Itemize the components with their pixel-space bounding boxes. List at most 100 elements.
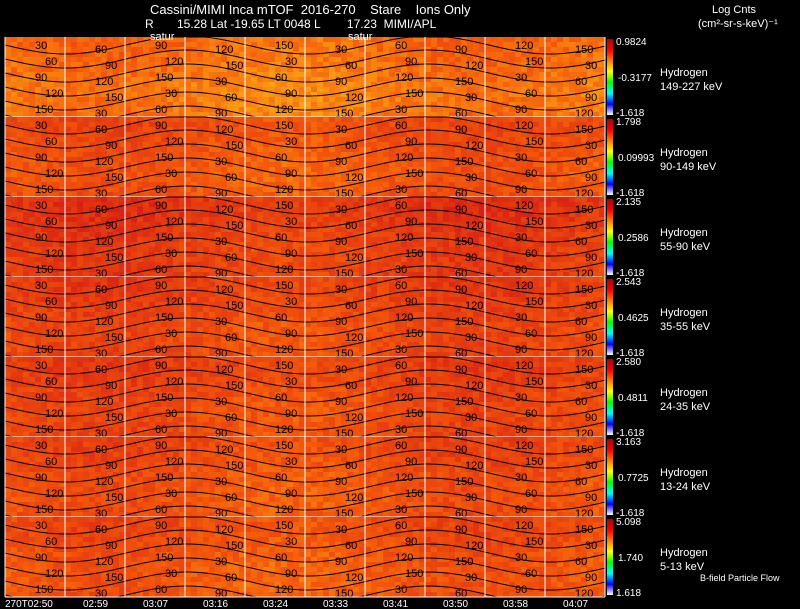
heat-cell xyxy=(173,52,179,57)
heat-cell xyxy=(545,47,551,52)
heat-cell xyxy=(317,272,323,277)
heat-cell xyxy=(593,197,599,202)
heat-cell xyxy=(329,197,335,202)
heat-cell xyxy=(317,97,323,102)
heat-cell xyxy=(461,87,467,92)
heat-cell xyxy=(137,272,143,277)
heat-cell xyxy=(431,47,437,52)
heat-cell xyxy=(107,117,113,122)
contour-label: 150 xyxy=(225,140,243,152)
heat-cell xyxy=(515,152,521,157)
heat-cell xyxy=(455,42,461,47)
heat-cell xyxy=(131,72,137,77)
contour-label: 120 xyxy=(45,168,63,180)
heat-cell xyxy=(209,167,215,172)
heat-cell xyxy=(377,172,383,177)
heat-cell xyxy=(599,102,605,107)
heat-cell xyxy=(545,207,551,212)
heat-cell xyxy=(143,112,149,117)
heat-cell xyxy=(299,117,305,122)
heat-cell xyxy=(563,67,569,72)
heat-cell xyxy=(5,42,11,47)
heat-cell xyxy=(473,127,479,132)
heat-cell xyxy=(209,207,215,212)
heat-cell xyxy=(473,187,479,192)
heat-cell xyxy=(479,202,485,207)
heat-cell xyxy=(173,167,179,172)
heat-cell xyxy=(11,252,17,257)
heat-cell xyxy=(113,72,119,77)
heat-cell xyxy=(527,167,533,172)
heat-cell xyxy=(335,192,341,197)
heat-cell xyxy=(395,197,401,202)
heat-cell xyxy=(401,62,407,67)
heat-cell xyxy=(227,107,233,112)
heat-cell xyxy=(407,122,413,127)
heat-cell xyxy=(515,202,521,207)
heat-cell xyxy=(401,57,407,62)
heat-cell xyxy=(65,157,71,162)
heat-cell xyxy=(575,132,581,137)
heat-cell xyxy=(473,222,479,227)
heat-cell xyxy=(173,97,179,102)
heat-cell xyxy=(395,202,401,207)
heat-cell xyxy=(131,217,137,222)
heat-cell xyxy=(389,167,395,172)
heat-cell xyxy=(515,162,521,167)
heat-cell xyxy=(461,242,467,247)
heat-cell xyxy=(173,92,179,97)
heat-cell xyxy=(323,177,329,182)
heat-cell xyxy=(161,122,167,127)
heat-cell xyxy=(305,177,311,182)
heat-cell xyxy=(41,72,47,77)
heat-cell xyxy=(275,217,281,222)
heat-cell xyxy=(491,147,497,152)
contour-label: 90 xyxy=(455,44,467,56)
heat-cell xyxy=(191,57,197,62)
heat-cell xyxy=(335,132,341,137)
heat-cell xyxy=(425,107,431,112)
heat-cell xyxy=(137,167,143,172)
heat-cell xyxy=(389,92,395,97)
heat-cell xyxy=(455,202,461,207)
heat-cell xyxy=(161,202,167,207)
heat-cell xyxy=(329,117,335,122)
heat-cell xyxy=(89,167,95,172)
heat-cell xyxy=(431,237,437,242)
heat-cell xyxy=(269,132,275,137)
heat-cell xyxy=(521,202,527,207)
heat-cell xyxy=(515,257,521,262)
heat-cell xyxy=(467,102,473,107)
heat-cell xyxy=(293,82,299,87)
heat-cell xyxy=(59,57,65,62)
heat-cell xyxy=(293,257,299,262)
heat-cell xyxy=(143,177,149,182)
heat-cell xyxy=(479,67,485,72)
heat-cell xyxy=(275,72,281,77)
heat-cell xyxy=(575,232,581,237)
heat-cell xyxy=(251,207,257,212)
heat-cell xyxy=(581,117,587,122)
heat-cell xyxy=(23,217,29,222)
heat-cell xyxy=(143,57,149,62)
heat-cell xyxy=(473,67,479,72)
heat-cell xyxy=(407,37,413,42)
heat-cell xyxy=(161,262,167,267)
contour-label: 30 xyxy=(515,72,527,84)
heat-cell xyxy=(389,57,395,62)
heat-cell xyxy=(149,127,155,132)
heat-cell xyxy=(323,257,329,262)
heat-cell xyxy=(587,137,593,142)
heat-cell xyxy=(563,247,569,252)
heat-cell xyxy=(311,97,317,102)
heat-cell xyxy=(161,132,167,137)
heat-cell xyxy=(245,167,251,172)
heat-cell xyxy=(293,47,299,52)
heat-cell xyxy=(17,92,23,97)
heat-cell xyxy=(371,87,377,92)
heat-cell xyxy=(221,62,227,67)
heat-cell xyxy=(263,172,269,177)
heat-cell xyxy=(455,142,461,147)
heat-cell xyxy=(527,217,533,222)
heat-cell xyxy=(557,97,563,102)
